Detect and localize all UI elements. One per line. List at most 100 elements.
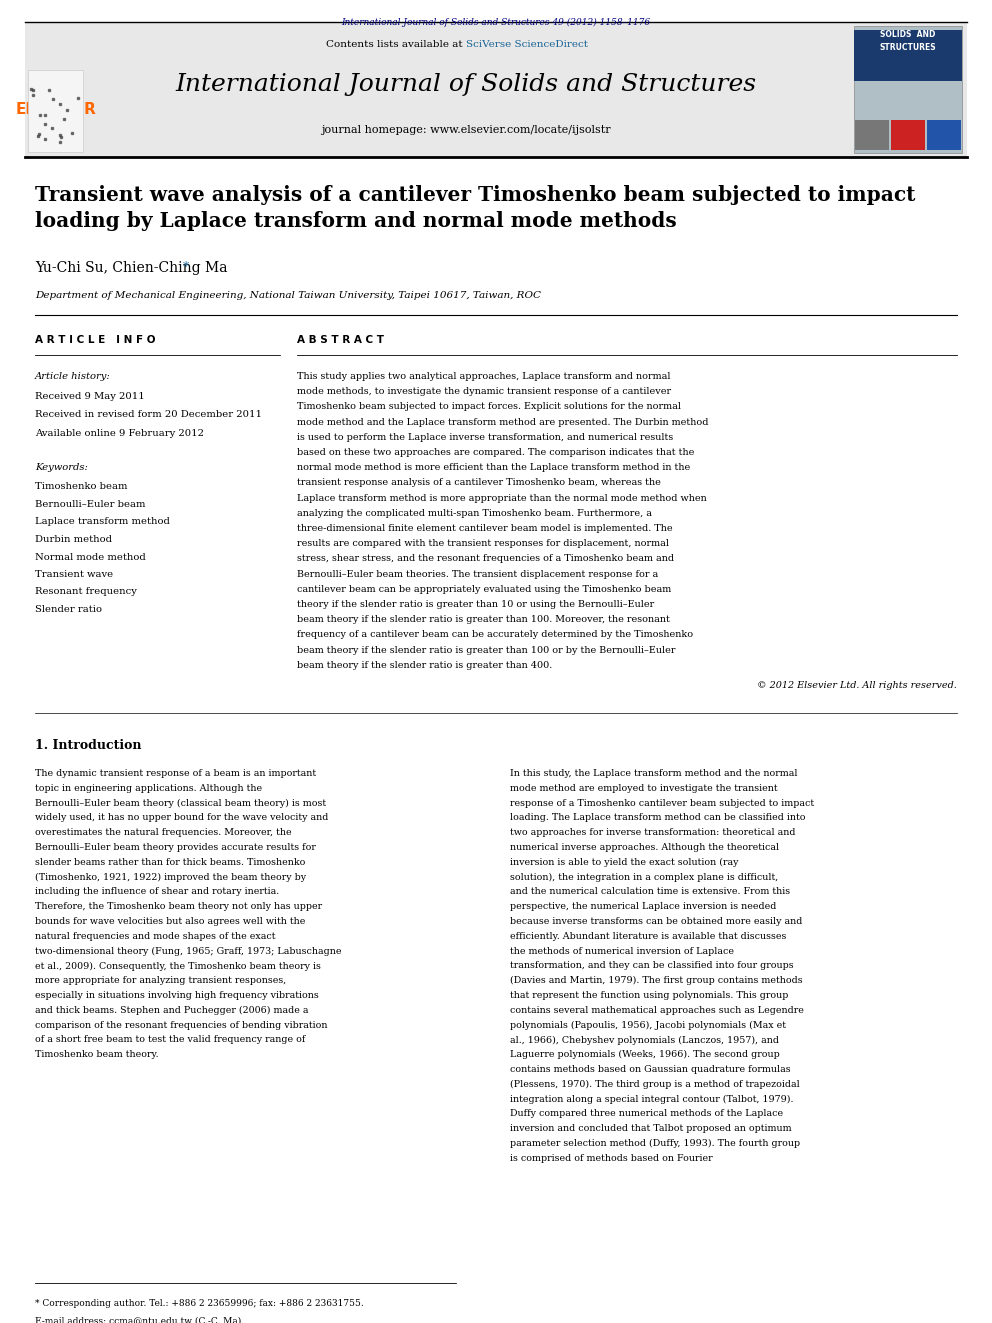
Text: beam theory if the slender ratio is greater than 400.: beam theory if the slender ratio is grea… [297, 660, 553, 669]
Text: mode methods, to investigate the dynamic transient response of a cantilever: mode methods, to investigate the dynamic… [297, 388, 672, 396]
Bar [28, 70, 83, 152]
Text: Therefore, the Timoshenko beam theory not only has upper: Therefore, the Timoshenko beam theory no… [35, 902, 322, 912]
Text: E-mail address: ccma@ntu.edu.tw (C.-C. Ma).: E-mail address: ccma@ntu.edu.tw (C.-C. M… [35, 1316, 244, 1323]
Text: The dynamic transient response of a beam is an important: The dynamic transient response of a beam… [35, 769, 316, 778]
Text: Received in revised form 20 December 2011: Received in revised form 20 December 201… [35, 410, 262, 419]
Text: A B S T R A C T: A B S T R A C T [297, 335, 384, 345]
Text: three-dimensional finite element cantilever beam model is implemented. The: three-dimensional finite element cantile… [297, 524, 673, 533]
Text: Laguerre polynomials (Weeks, 1966). The second group: Laguerre polynomials (Weeks, 1966). The … [510, 1050, 780, 1060]
Text: normal mode method is more efficient than the Laplace transform method in the: normal mode method is more efficient tha… [297, 463, 690, 472]
Text: al., 1966), Chebyshev polynomials (Lanczos, 1957), and: al., 1966), Chebyshev polynomials (Lancz… [510, 1036, 779, 1045]
Text: perspective, the numerical Laplace inversion is needed: perspective, the numerical Laplace inver… [510, 902, 777, 912]
Bar [854, 26, 962, 153]
Text: efficiently. Abundant literature is available that discusses: efficiently. Abundant literature is avai… [510, 931, 787, 941]
Text: theory if the slender ratio is greater than 10 or using the Bernoulli–Euler: theory if the slender ratio is greater t… [297, 601, 655, 609]
Text: response of a Timoshenko cantilever beam subjected to impact: response of a Timoshenko cantilever beam… [510, 799, 814, 807]
Text: Bernoulli–Euler beam theory (classical beam theory) is most: Bernoulli–Euler beam theory (classical b… [35, 799, 326, 808]
Text: * Corresponding author. Tel.: +886 2 23659996; fax: +886 2 23631755.: * Corresponding author. Tel.: +886 2 236… [35, 1299, 364, 1308]
Text: parameter selection method (Duffy, 1993). The fourth group: parameter selection method (Duffy, 1993)… [510, 1139, 801, 1148]
Text: Bernoulli–Euler beam theory provides accurate results for: Bernoulli–Euler beam theory provides acc… [35, 843, 315, 852]
Text: inversion is able to yield the exact solution (ray: inversion is able to yield the exact sol… [510, 857, 738, 867]
Text: Article history:: Article history: [35, 372, 111, 381]
Text: Contents lists available at: Contents lists available at [326, 40, 466, 49]
Text: mode method and the Laplace transform method are presented. The Durbin method: mode method and the Laplace transform me… [297, 418, 708, 426]
Text: Bernoulli–Euler beam: Bernoulli–Euler beam [35, 500, 146, 509]
Text: frequency of a cantilever beam can be accurately determined by the Timoshenko: frequency of a cantilever beam can be ac… [297, 630, 693, 639]
Text: analyzing the complicated multi-span Timoshenko beam. Furthermore, a: analyzing the complicated multi-span Tim… [297, 509, 652, 517]
Text: contains methods based on Gaussian quadrature formulas: contains methods based on Gaussian quadr… [510, 1065, 791, 1074]
Text: In this study, the Laplace transform method and the normal: In this study, the Laplace transform met… [510, 769, 798, 778]
Text: Timoshenko beam theory.: Timoshenko beam theory. [35, 1050, 159, 1060]
Text: overestimates the natural frequencies. Moreover, the: overestimates the natural frequencies. M… [35, 828, 292, 837]
Text: stress, shear stress, and the resonant frequencies of a Timoshenko beam and: stress, shear stress, and the resonant f… [297, 554, 675, 564]
Text: Laplace transform method is more appropriate than the normal mode method when: Laplace transform method is more appropr… [297, 493, 706, 503]
Text: 1. Introduction: 1. Introduction [35, 740, 142, 751]
Text: slender beams rather than for thick beams. Timoshenko: slender beams rather than for thick beam… [35, 857, 306, 867]
Text: This study applies two analytical approaches, Laplace transform and normal: This study applies two analytical approa… [297, 372, 671, 381]
Text: beam theory if the slender ratio is greater than 100. Moreover, the resonant: beam theory if the slender ratio is grea… [297, 615, 670, 624]
Text: because inverse transforms can be obtained more easily and: because inverse transforms can be obtain… [510, 917, 803, 926]
Text: SOLIDS  AND
STRUCTURES: SOLIDS AND STRUCTURES [880, 30, 936, 52]
Text: and the numerical calculation time is extensive. From this: and the numerical calculation time is ex… [510, 888, 790, 897]
Text: inversion and concluded that Talbot proposed an optimum: inversion and concluded that Talbot prop… [510, 1125, 792, 1134]
Text: Department of Mechanical Engineering, National Taiwan University, Taipei 10617, : Department of Mechanical Engineering, Na… [35, 291, 541, 300]
Text: (Plessens, 1970). The third group is a method of trapezoidal: (Plessens, 1970). The third group is a m… [510, 1080, 800, 1089]
Text: of a short free beam to test the valid frequency range of: of a short free beam to test the valid f… [35, 1036, 306, 1044]
Text: that represent the function using polynomials. This group: that represent the function using polyno… [510, 991, 789, 1000]
Text: © 2012 Elsevier Ltd. All rights reserved.: © 2012 Elsevier Ltd. All rights reserved… [757, 681, 957, 691]
Text: SciVerse ScienceDirect: SciVerse ScienceDirect [466, 40, 588, 49]
Text: results are compared with the transient responses for displacement, normal: results are compared with the transient … [297, 540, 669, 548]
Bar [25, 22, 967, 157]
Text: Transient wave: Transient wave [35, 570, 113, 579]
Text: Normal mode method: Normal mode method [35, 553, 146, 561]
Text: Durbin method: Durbin method [35, 534, 112, 544]
Text: especially in situations involving high frequency vibrations: especially in situations involving high … [35, 991, 318, 1000]
Text: (Davies and Martin, 1979). The first group contains methods: (Davies and Martin, 1979). The first gro… [510, 976, 803, 986]
Text: the methods of numerical inversion of Laplace: the methods of numerical inversion of La… [510, 946, 734, 955]
Text: Bernoulli–Euler beam theories. The transient displacement response for a: Bernoulli–Euler beam theories. The trans… [297, 570, 659, 578]
Text: bounds for wave velocities but also agrees well with the: bounds for wave velocities but also agre… [35, 917, 306, 926]
Text: widely used, it has no upper bound for the wave velocity and: widely used, it has no upper bound for t… [35, 814, 328, 823]
Text: cantilever beam can be appropriately evaluated using the Timoshenko beam: cantilever beam can be appropriately eva… [297, 585, 672, 594]
Text: (Timoshenko, 1921, 1922) improved the beam theory by: (Timoshenko, 1921, 1922) improved the be… [35, 873, 307, 881]
Text: solution), the integration in a complex plane is difficult,: solution), the integration in a complex … [510, 873, 779, 881]
Text: A R T I C L E   I N F O: A R T I C L E I N F O [35, 335, 156, 345]
Text: and thick beams. Stephen and Puchegger (2006) made a: and thick beams. Stephen and Puchegger (… [35, 1005, 309, 1015]
Text: integration along a special integral contour (Talbot, 1979).: integration along a special integral con… [510, 1094, 794, 1103]
Text: two-dimensional theory (Fung, 1965; Graff, 1973; Labuschagne: two-dimensional theory (Fung, 1965; Graf… [35, 946, 341, 955]
Text: transformation, and they can be classified into four groups: transformation, and they can be classifi… [510, 962, 794, 970]
Text: Duffy compared three numerical methods of the Laplace: Duffy compared three numerical methods o… [510, 1110, 783, 1118]
Text: Yu-Chi Su, Chien-Ching Ma: Yu-Chi Su, Chien-Ching Ma [35, 261, 232, 275]
Text: Resonant frequency: Resonant frequency [35, 587, 137, 597]
Text: Timoshenko beam subjected to impact forces. Explicit solutions for the normal: Timoshenko beam subjected to impact forc… [297, 402, 681, 411]
Bar [855, 120, 889, 149]
Text: more appropriate for analyzing transient responses,: more appropriate for analyzing transient… [35, 976, 287, 986]
Text: beam theory if the slender ratio is greater than 100 or by the Bernoulli–Euler: beam theory if the slender ratio is grea… [297, 646, 676, 655]
Text: numerical inverse approaches. Although the theoretical: numerical inverse approaches. Although t… [510, 843, 779, 852]
Text: International Journal of Solids and Structures 49 (2012) 1158–1176: International Journal of Solids and Stru… [341, 19, 651, 28]
Text: Timoshenko beam: Timoshenko beam [35, 483, 128, 492]
Text: based on these two approaches are compared. The comparison indicates that the: based on these two approaches are compar… [297, 448, 694, 456]
Text: is used to perform the Laplace inverse transformation, and numerical results: is used to perform the Laplace inverse t… [297, 433, 674, 442]
Text: two approaches for inverse transformation: theoretical and: two approaches for inverse transformatio… [510, 828, 796, 837]
Text: transient response analysis of a cantilever Timoshenko beam, whereas the: transient response analysis of a cantile… [297, 479, 661, 487]
Text: Available online 9 February 2012: Available online 9 February 2012 [35, 429, 204, 438]
Text: journal homepage: www.elsevier.com/locate/ijsolstr: journal homepage: www.elsevier.com/locat… [321, 124, 611, 135]
Text: loading. The Laplace transform method can be classified into: loading. The Laplace transform method ca… [510, 814, 806, 823]
Text: Received 9 May 2011: Received 9 May 2011 [35, 392, 145, 401]
Text: et al., 2009). Consequently, the Timoshenko beam theory is: et al., 2009). Consequently, the Timoshe… [35, 962, 320, 971]
Text: Keywords:: Keywords: [35, 463, 88, 471]
Text: natural frequencies and mode shapes of the exact: natural frequencies and mode shapes of t… [35, 931, 276, 941]
Text: Laplace transform method: Laplace transform method [35, 517, 170, 527]
Text: contains several mathematical approaches such as Legendre: contains several mathematical approaches… [510, 1005, 804, 1015]
Bar [927, 120, 961, 149]
Text: Slender ratio: Slender ratio [35, 605, 102, 614]
Text: International Journal of Solids and Structures: International Journal of Solids and Stru… [176, 73, 757, 95]
Text: polynomials (Papoulis, 1956), Jacobi polynomials (Max et: polynomials (Papoulis, 1956), Jacobi pol… [510, 1020, 786, 1029]
Text: *: * [184, 261, 189, 274]
Text: is comprised of methods based on Fourier: is comprised of methods based on Fourier [510, 1154, 712, 1163]
Text: Transient wave analysis of a cantilever Timoshenko beam subjected to impact
load: Transient wave analysis of a cantilever … [35, 185, 916, 230]
Text: including the influence of shear and rotary inertia.: including the influence of shear and rot… [35, 888, 280, 897]
Text: mode method are employed to investigate the transient: mode method are employed to investigate … [510, 783, 778, 792]
Text: comparison of the resonant frequencies of bending vibration: comparison of the resonant frequencies o… [35, 1020, 327, 1029]
